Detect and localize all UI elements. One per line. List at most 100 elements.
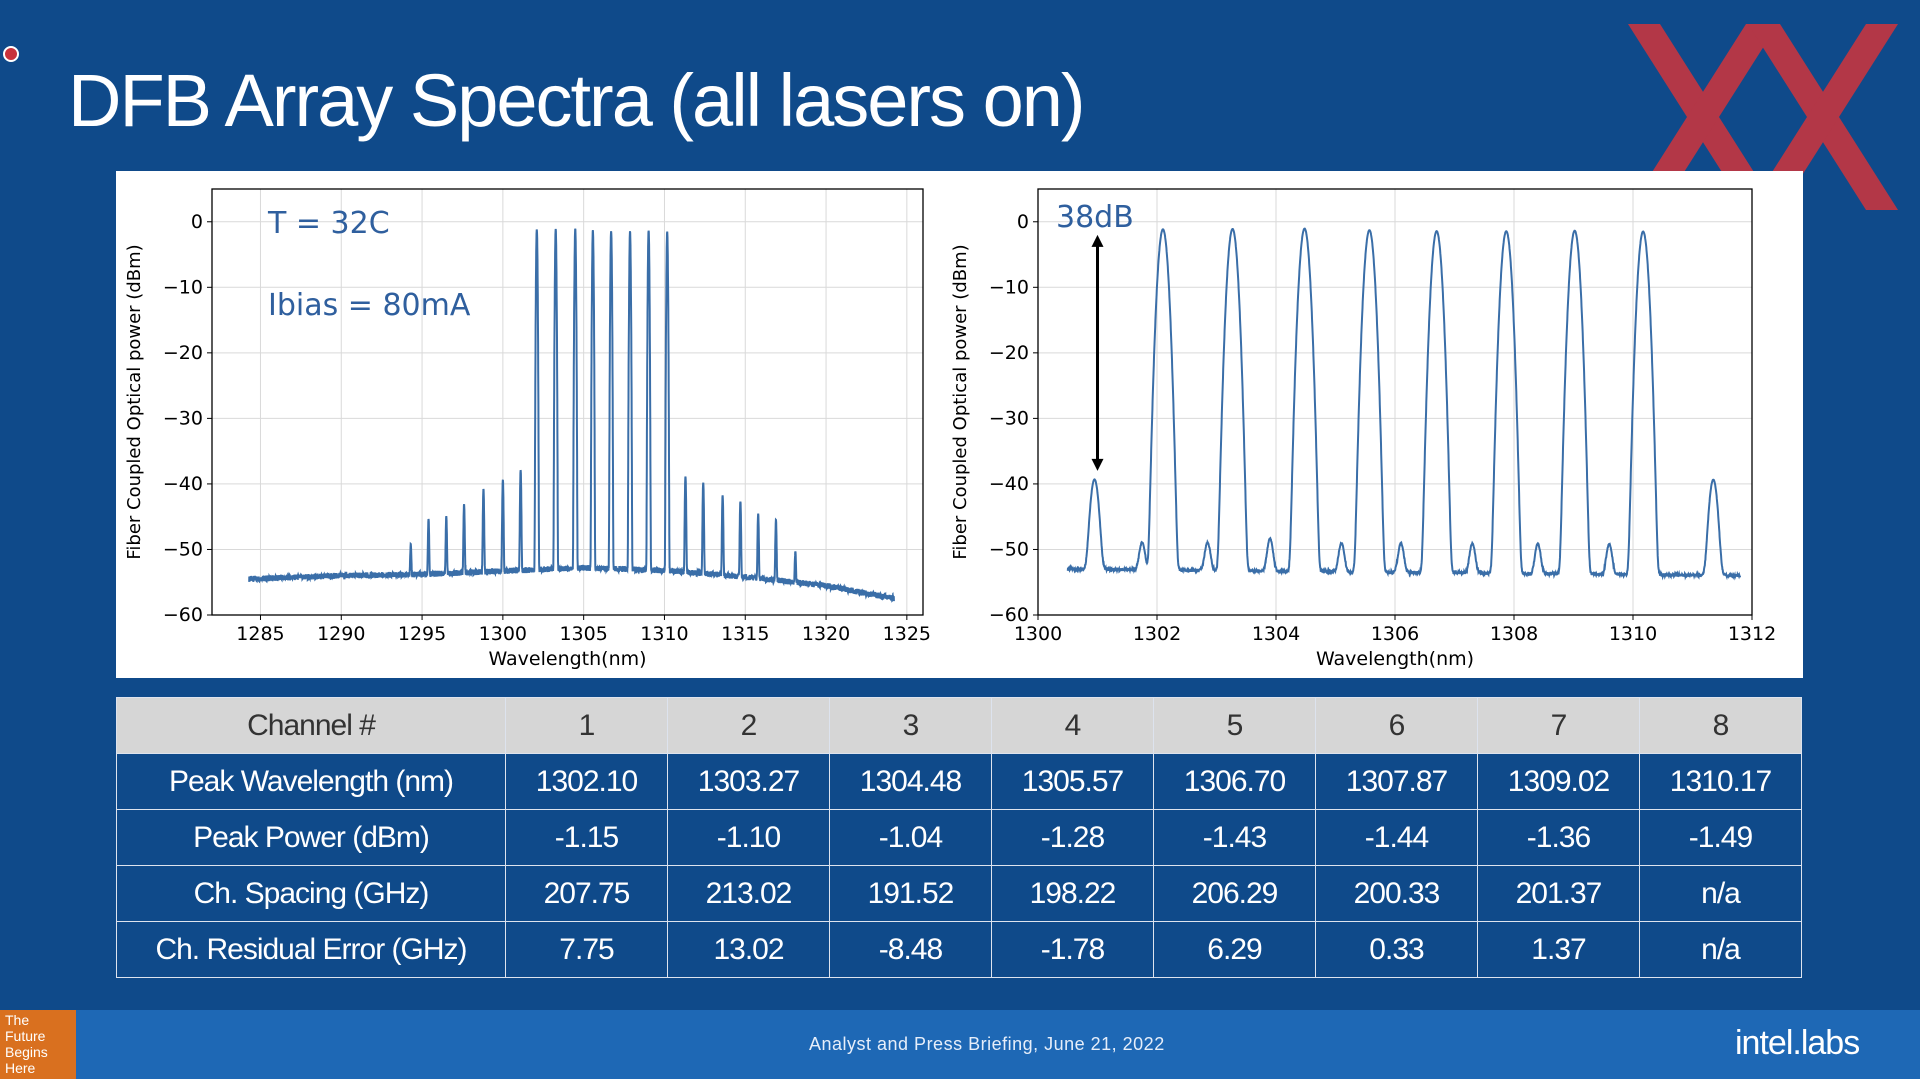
annotation-extinction: 38dB xyxy=(1056,200,1134,235)
table-cell: Peak Power (dBm) xyxy=(116,809,506,866)
spectrum-line xyxy=(248,228,895,603)
y-tick-label: −60 xyxy=(163,604,203,626)
arrow-head-up xyxy=(1091,234,1104,247)
x-tick-label: 1302 xyxy=(1133,623,1181,645)
x-tick-label: 1295 xyxy=(398,623,446,645)
table-cell: Ch. Spacing (GHz) xyxy=(116,865,506,922)
table-row: Ch. Spacing (GHz) 207.75 213.02 191.52 198.2… xyxy=(116,865,1802,922)
chart-zoomed-spectrum: 1300 1302 1304 1306 1308 1310 1312 0 −10 −20 −30 −4… xyxy=(950,188,1776,670)
table-header-cell: 7 xyxy=(1477,697,1640,754)
table-cell: -1.04 xyxy=(829,809,992,866)
x-tick-label: 1312 xyxy=(1728,623,1776,645)
table-cell: 1305.57 xyxy=(991,753,1154,810)
y-tick-label: −20 xyxy=(989,342,1029,364)
x-tick-label: 1285 xyxy=(236,623,284,645)
y-tick-label: −10 xyxy=(163,276,203,298)
x-tick-label: 1306 xyxy=(1371,623,1419,645)
y-tick-label: 0 xyxy=(1017,211,1029,233)
table-cell: Peak Wavelength (nm) xyxy=(116,753,506,810)
table-cell: 191.52 xyxy=(829,865,992,922)
y-tick-label: −40 xyxy=(989,473,1029,495)
table-cell: 6.29 xyxy=(1153,921,1316,978)
y-axis-label: Fiber Coupled Optical power (dBm) xyxy=(950,244,971,559)
y-tick-label: −30 xyxy=(163,407,203,429)
table-cell: 213.02 xyxy=(667,865,830,922)
table-cell: -1.28 xyxy=(991,809,1154,866)
y-axis-label: Fiber Coupled Optical power (dBm) xyxy=(124,244,145,559)
table-cell: 201.37 xyxy=(1477,865,1640,922)
table-cell: 0.33 xyxy=(1315,921,1478,978)
table-row: Peak Wavelength (nm) 1302.10 1303.27 1304.4… xyxy=(116,753,1802,810)
y-tick-label: −50 xyxy=(989,538,1029,560)
y-tick-label: 0 xyxy=(191,211,203,233)
annotation-temperature: T = 32C xyxy=(267,206,390,241)
x-tick-label: 1290 xyxy=(317,623,365,645)
y-tick-label: −10 xyxy=(989,276,1029,298)
table-cell: 1304.48 xyxy=(829,753,992,810)
intel-labs-logo: intel.labs xyxy=(1735,1024,1860,1062)
x-tick-label: 1315 xyxy=(721,623,769,645)
table-cell: 1309.02 xyxy=(1477,753,1640,810)
y-tick-label: −30 xyxy=(989,407,1029,429)
footer-bar: The Future Begins Here Analyst and Press… xyxy=(0,1010,1920,1079)
table-header-cell: 6 xyxy=(1315,697,1478,754)
table-header-row: Channel #1 2 3 4 5 6 7 8 xyxy=(116,697,1802,754)
table-cell: -1.10 xyxy=(667,809,830,866)
arrow-head-down xyxy=(1091,458,1104,471)
x-tick-label: 1320 xyxy=(802,623,850,645)
table-cell: -1.36 xyxy=(1477,809,1640,866)
x-tick-label: 1310 xyxy=(640,623,688,645)
table-cell: 1306.70 xyxy=(1153,753,1316,810)
table-header-cell: 2 xyxy=(667,697,830,754)
x-tick-label: 1304 xyxy=(1252,623,1300,645)
table-cell: -1.43 xyxy=(1153,809,1316,866)
table-cell: 1303.27 xyxy=(667,753,830,810)
table-cell: 7.75 xyxy=(505,921,668,978)
table-cell: -1.78 xyxy=(991,921,1154,978)
table-cell: -8.48 xyxy=(829,921,992,978)
spectrum-line xyxy=(1066,227,1742,581)
table-header-cell: 5 xyxy=(1153,697,1316,754)
y-tick-label: −60 xyxy=(989,604,1029,626)
table-cell: -1.49 xyxy=(1639,809,1802,866)
table-header-cell: 4 xyxy=(991,697,1154,754)
slide-marker-dot xyxy=(3,46,19,62)
x-tick-label: 1325 xyxy=(883,623,931,645)
plot-frame xyxy=(211,188,924,616)
table-header-cell: 8 xyxy=(1639,697,1802,754)
x-tick-label: 1310 xyxy=(1609,623,1657,645)
x-tick-label: 1308 xyxy=(1490,623,1538,645)
table-cell: 13.02 xyxy=(667,921,830,978)
table-cell: Ch. Residual Error (GHz) xyxy=(116,921,506,978)
spectra-charts: 1285 1290 1295 1300 1305 1310 1315 1320 1325 0 −10… xyxy=(124,188,1776,670)
table-cell: 1302.10 xyxy=(505,753,668,810)
chart-panel: 1285 1290 1295 1300 1305 1310 1315 1320 1325 0 −10… xyxy=(116,171,1803,678)
footer-text: Analyst and Press Briefing, June 21, 202… xyxy=(809,1034,1165,1054)
future-badge-line: The xyxy=(5,1012,30,1028)
chart-full-spectrum: 1285 1290 1295 1300 1305 1310 1315 1320 1325 0 −10… xyxy=(124,188,931,670)
x-axis-label: Wavelength(nm) xyxy=(1316,648,1474,670)
xx-watermark-icon xyxy=(1628,24,1898,210)
table-row: Peak Power (dBm) -1.15 -1.10 -1.04 -1.28 -1.4… xyxy=(116,809,1802,866)
y-tick-label: −20 xyxy=(163,342,203,364)
future-badge-line: Here xyxy=(5,1060,36,1076)
slide-title: DFB Array Spectra (all lasers on) xyxy=(68,59,1086,142)
x-tick-label: 1300 xyxy=(1014,623,1062,645)
table-header-cell: Channel # xyxy=(116,697,506,754)
table-cell: 206.29 xyxy=(1153,865,1316,922)
table-cell: -1.15 xyxy=(505,809,668,866)
future-badge-line: Future xyxy=(5,1028,46,1044)
future-badge-line: Begins xyxy=(5,1044,48,1060)
table-cell: n/a xyxy=(1639,865,1802,922)
x-axis-label: Wavelength(nm) xyxy=(488,648,646,670)
x-tick-label: 1300 xyxy=(479,623,527,645)
future-badge: The Future Begins Here xyxy=(0,1010,76,1079)
y-tick-label: −50 xyxy=(163,538,203,560)
table-cell: 207.75 xyxy=(505,865,668,922)
y-tick-label: −40 xyxy=(163,473,203,495)
annotation-bias-current: Ibias = 80mA xyxy=(268,288,471,323)
table-cell: 198.22 xyxy=(991,865,1154,922)
table-cell: 200.33 xyxy=(1315,865,1478,922)
table-cell: 1307.87 xyxy=(1315,753,1478,810)
table-cell: n/a xyxy=(1639,921,1802,978)
